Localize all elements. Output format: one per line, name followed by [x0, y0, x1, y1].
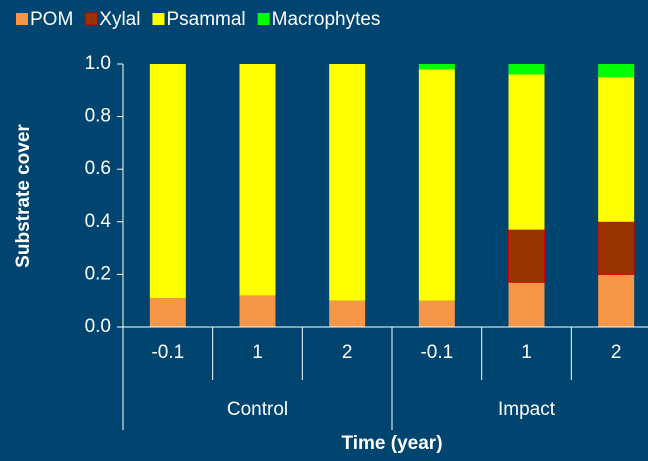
x-axis-title: Time (year) — [341, 433, 442, 454]
bar-segment — [598, 274, 635, 327]
legend-swatch — [257, 13, 270, 25]
bar-segment — [418, 300, 455, 327]
bar-segment — [329, 64, 366, 301]
x-tick-label: -0.1 — [151, 342, 184, 363]
y-tick-label: 0.0 — [85, 316, 111, 337]
legend-label: Macrophytes — [272, 9, 381, 30]
bar-segment — [508, 74, 545, 230]
y-tick-label: 0.2 — [85, 263, 111, 284]
legend-swatch — [152, 13, 165, 25]
x-tick-label: 1 — [252, 342, 263, 363]
y-tick-label: 0.8 — [85, 106, 111, 127]
group-label: Control — [227, 399, 288, 420]
bar-segment — [329, 300, 366, 327]
x-tick-label: 1 — [521, 342, 532, 363]
bar-segment — [149, 298, 186, 327]
x-tick-label: 2 — [611, 342, 622, 363]
bar-segment — [508, 229, 545, 283]
legend-label: Xylal — [99, 9, 140, 30]
bar-segment — [597, 221, 635, 275]
bar-segment — [239, 64, 276, 296]
group-label: Impact — [498, 399, 556, 420]
y-tick-label: 0.4 — [85, 211, 112, 232]
bar-segment — [508, 282, 545, 327]
bar-segment — [149, 64, 186, 299]
y-tick-label: 1.0 — [85, 53, 111, 74]
bar-segment — [239, 295, 276, 327]
x-tick-label: -0.1 — [420, 342, 453, 363]
y-tick-label: 0.6 — [85, 158, 111, 179]
x-tick-label: 2 — [342, 342, 353, 363]
bar-segment — [598, 64, 635, 78]
legend-label: Psammal — [166, 9, 245, 30]
legend-swatch — [16, 13, 28, 25]
y-axis-title: Substrate cover — [13, 124, 34, 268]
legend-label: POM — [30, 9, 73, 30]
bar-segment — [418, 64, 455, 70]
legend-swatch — [84, 12, 98, 26]
bar-segment — [598, 77, 635, 222]
bar-segment — [418, 69, 455, 301]
bar-segment — [508, 64, 545, 75]
